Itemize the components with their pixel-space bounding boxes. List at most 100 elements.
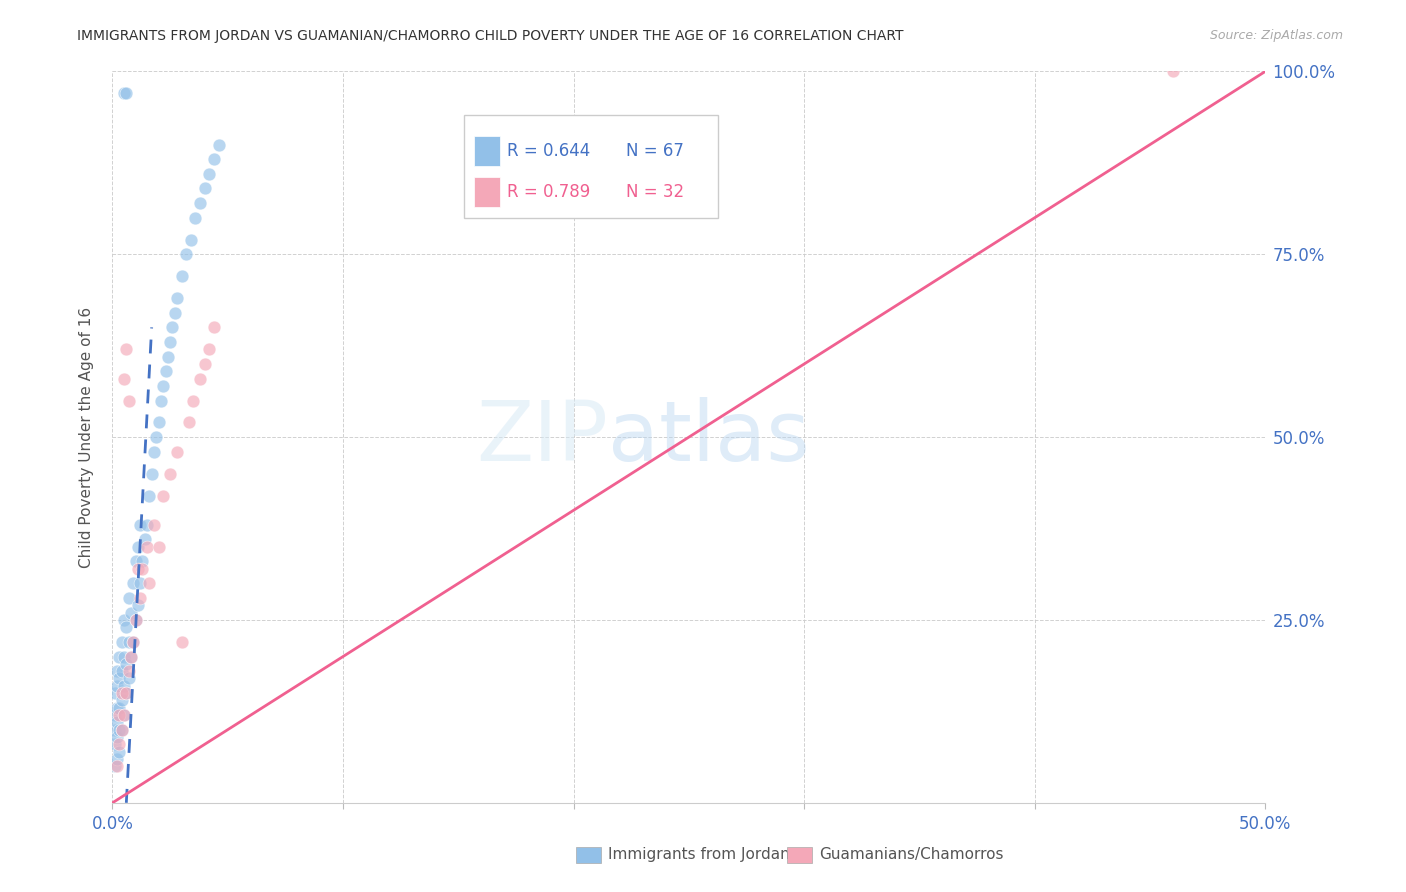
- Point: [115, 343, 138, 357]
- Point: [149, 393, 172, 408]
- Point: [122, 635, 145, 649]
- Point: [181, 393, 204, 408]
- Point: [129, 517, 152, 532]
- Point: [134, 533, 156, 547]
- Point: [177, 416, 200, 430]
- Point: [156, 350, 179, 364]
- FancyBboxPatch shape: [464, 115, 718, 218]
- Point: [122, 576, 145, 591]
- FancyBboxPatch shape: [474, 177, 499, 208]
- Point: [188, 196, 211, 211]
- Point: [188, 371, 211, 385]
- Point: [115, 686, 138, 700]
- Point: [159, 467, 181, 481]
- Point: [105, 715, 128, 730]
- Point: [143, 444, 166, 458]
- Point: [112, 87, 135, 101]
- Point: [166, 291, 188, 305]
- Point: [104, 723, 127, 737]
- Point: [112, 679, 135, 693]
- Text: IMMIGRANTS FROM JORDAN VS GUAMANIAN/CHAMORRO CHILD POVERTY UNDER THE AGE OF 16 C: IMMIGRANTS FROM JORDAN VS GUAMANIAN/CHAM…: [77, 29, 904, 43]
- Text: N = 67: N = 67: [627, 142, 685, 160]
- Point: [138, 489, 160, 503]
- Point: [163, 306, 186, 320]
- Point: [108, 649, 131, 664]
- Point: [105, 679, 128, 693]
- Point: [117, 591, 139, 605]
- Point: [104, 686, 127, 700]
- Point: [117, 393, 139, 408]
- Point: [155, 364, 177, 378]
- Point: [112, 613, 135, 627]
- Point: [117, 664, 139, 678]
- Point: [162, 320, 184, 334]
- Point: [184, 211, 207, 225]
- Point: [105, 730, 128, 744]
- Point: [174, 247, 197, 261]
- Point: [129, 576, 152, 591]
- Point: [124, 613, 146, 627]
- Point: [152, 489, 174, 503]
- Point: [117, 635, 139, 649]
- Point: [124, 554, 146, 568]
- FancyBboxPatch shape: [474, 136, 499, 167]
- Point: [115, 657, 138, 671]
- Y-axis label: Child Poverty Under the Age of 16: Child Poverty Under the Age of 16: [79, 307, 94, 567]
- Point: [129, 591, 152, 605]
- Point: [108, 745, 131, 759]
- Point: [105, 700, 128, 714]
- Text: R = 0.789: R = 0.789: [508, 183, 591, 201]
- Point: [105, 759, 128, 773]
- Text: Guamanians/Chamorros: Guamanians/Chamorros: [818, 847, 1004, 863]
- Point: [194, 357, 217, 371]
- Point: [127, 540, 149, 554]
- Point: [198, 167, 221, 181]
- Point: [198, 343, 221, 357]
- Text: atlas: atlas: [609, 397, 810, 477]
- Point: [108, 708, 131, 723]
- Point: [159, 334, 181, 349]
- Point: [202, 320, 225, 334]
- Point: [112, 649, 135, 664]
- Point: [136, 540, 159, 554]
- Point: [108, 672, 131, 686]
- Text: Source: ZipAtlas.com: Source: ZipAtlas.com: [1209, 29, 1343, 42]
- Point: [120, 649, 142, 664]
- Point: [170, 635, 193, 649]
- Point: [112, 371, 135, 385]
- Point: [152, 379, 174, 393]
- Point: [145, 430, 167, 444]
- Point: [148, 540, 170, 554]
- Point: [105, 752, 128, 766]
- Point: [170, 269, 193, 284]
- Point: [120, 606, 142, 620]
- Point: [115, 686, 138, 700]
- Point: [120, 649, 142, 664]
- Text: R = 0.644: R = 0.644: [508, 142, 591, 160]
- Point: [111, 635, 134, 649]
- Point: [180, 233, 202, 247]
- Point: [104, 708, 127, 723]
- Point: [111, 723, 134, 737]
- Point: [136, 517, 159, 532]
- Text: ZIP: ZIP: [477, 397, 609, 477]
- Point: [141, 467, 163, 481]
- Point: [202, 152, 225, 166]
- Point: [112, 708, 135, 723]
- Point: [131, 562, 153, 576]
- Point: [194, 181, 217, 195]
- Point: [104, 737, 127, 751]
- Point: [131, 554, 153, 568]
- Point: [138, 576, 160, 591]
- Text: N = 32: N = 32: [627, 183, 685, 201]
- Text: Immigrants from Jordan: Immigrants from Jordan: [607, 847, 790, 863]
- Point: [111, 686, 134, 700]
- Point: [104, 759, 127, 773]
- Point: [111, 664, 134, 678]
- Point: [166, 444, 188, 458]
- Point: [117, 672, 139, 686]
- Point: [108, 737, 131, 751]
- Point: [108, 723, 131, 737]
- Point: [108, 700, 131, 714]
- Point: [143, 517, 166, 532]
